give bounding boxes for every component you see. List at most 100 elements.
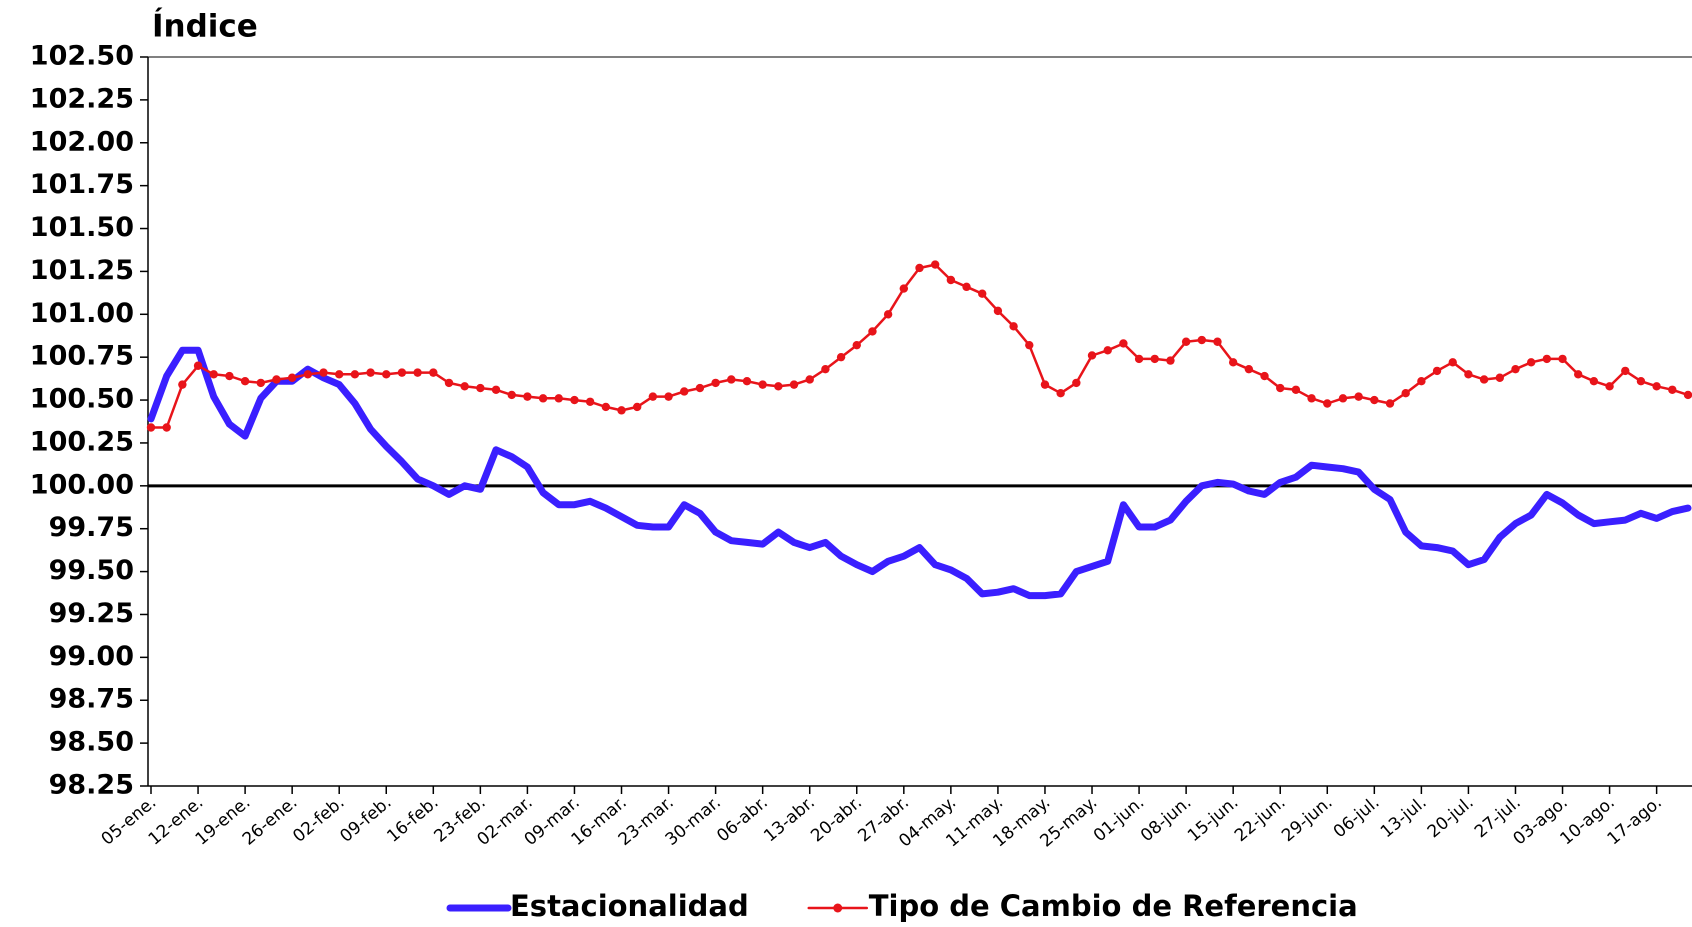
- series-marker: [1228, 358, 1238, 367]
- series-marker: [272, 375, 281, 384]
- series-marker: [146, 423, 156, 432]
- y-tick-label: 99.50: [49, 555, 134, 586]
- series-marker: [1401, 388, 1410, 398]
- series-marker: [978, 289, 987, 298]
- legend-item: Tipo de Cambio de Referencia: [807, 889, 1358, 923]
- x-tick-label: 13-abr.: [760, 793, 819, 847]
- series-marker: [1542, 354, 1552, 364]
- series-marker: [1134, 354, 1144, 364]
- series-marker: [1464, 370, 1473, 379]
- series-marker: [1417, 376, 1426, 386]
- series-marker: [1040, 380, 1050, 389]
- series-marker: [946, 275, 956, 285]
- series-marker: [1683, 390, 1692, 400]
- y-tick-label: 99.25: [49, 598, 134, 629]
- series-marker: [1323, 399, 1332, 408]
- series-marker: [774, 382, 783, 391]
- y-tick-label: 99.00: [49, 641, 134, 672]
- series-marker: [366, 368, 375, 377]
- series-marker: [617, 406, 626, 415]
- series-marker: [162, 423, 171, 432]
- series-marker: [1652, 382, 1661, 391]
- x-tick-label: 06-abr.: [713, 793, 772, 847]
- y-tick-label: 102.00: [30, 126, 134, 157]
- x-tick-label: 08-jun.: [1137, 793, 1195, 847]
- series-marker: [1479, 375, 1489, 384]
- series-marker: [1558, 354, 1567, 364]
- series-marker: [507, 390, 516, 400]
- series-marker: [209, 370, 218, 379]
- series-marker: [1181, 337, 1191, 346]
- x-tick-label: 02-feb.: [289, 793, 348, 847]
- series-marker: [883, 310, 893, 319]
- series-marker: [1574, 370, 1583, 379]
- series-marker: [1072, 378, 1081, 388]
- series-marker: [570, 395, 579, 405]
- y-tick-label: 101.75: [30, 169, 134, 200]
- series-marker: [1087, 351, 1097, 360]
- series-marker: [256, 378, 265, 388]
- y-tick-label: 98.25: [49, 770, 134, 801]
- series-marker: [585, 397, 595, 406]
- legend-item: Estacionalidad: [446, 889, 749, 923]
- y-tick-label: 100.50: [30, 384, 134, 415]
- series-marker: [554, 394, 563, 403]
- series-marker: [695, 383, 705, 393]
- series-marker: [1589, 376, 1599, 386]
- y-tick-label: 102.25: [30, 83, 134, 114]
- y-tick-label: 102.50: [30, 41, 134, 72]
- x-tick-label: 09-feb.: [336, 793, 395, 847]
- legend-marker: [833, 903, 843, 913]
- series-marker: [632, 402, 642, 412]
- series-line: [149, 263, 1690, 429]
- series-marker: [758, 380, 767, 389]
- series-marker: [335, 370, 344, 379]
- series-marker: [1244, 364, 1254, 374]
- series-marker: [742, 376, 752, 386]
- series-marker: [915, 263, 924, 273]
- series-marker: [805, 375, 814, 384]
- series-marker: [899, 284, 909, 293]
- series-marker: [538, 394, 548, 403]
- series-marker: [460, 382, 469, 391]
- x-tick-label: 20-abr.: [807, 793, 866, 847]
- series-marker: [287, 373, 297, 382]
- series-marker: [303, 370, 313, 379]
- series-marker: [1276, 383, 1285, 393]
- x-tick-label: 22-jun.: [1231, 793, 1289, 847]
- series-marker: [523, 392, 532, 401]
- y-tick-label: 101.25: [30, 255, 134, 286]
- series-marker: [993, 306, 1003, 316]
- series-marker: [1025, 340, 1034, 350]
- series-marker: [680, 387, 689, 396]
- series-marker: [350, 370, 360, 379]
- y-tick-label: 100.00: [30, 469, 134, 500]
- y-tick-label: 100.75: [30, 341, 134, 372]
- series-marker: [1448, 358, 1457, 367]
- x-tick-label: 06-jul.: [1330, 793, 1384, 843]
- series-marker: [789, 380, 799, 389]
- series-marker: [821, 364, 830, 374]
- series-marker: [319, 368, 328, 377]
- y-tick-label: 100.25: [30, 426, 134, 457]
- series-marker: [491, 385, 501, 394]
- series-marker: [1636, 376, 1646, 386]
- series-marker: [1291, 385, 1301, 394]
- series-marker: [178, 380, 187, 389]
- series-marker: [444, 378, 454, 388]
- series-marker: [1197, 335, 1207, 345]
- series-marker: [1495, 373, 1504, 382]
- series-marker: [1103, 346, 1112, 355]
- series-marker: [240, 376, 250, 386]
- x-tick-label: 13-jul.: [1377, 793, 1431, 843]
- series-marker: [1511, 364, 1520, 374]
- y-tick-label: 101.50: [30, 212, 134, 243]
- series-marker: [1150, 354, 1159, 364]
- x-tick-label: 15-jun.: [1184, 793, 1242, 847]
- series-marker: [225, 371, 234, 381]
- y-tick-label: 98.50: [49, 727, 134, 758]
- series-marker: [1307, 394, 1316, 403]
- series-marker: [1621, 366, 1630, 376]
